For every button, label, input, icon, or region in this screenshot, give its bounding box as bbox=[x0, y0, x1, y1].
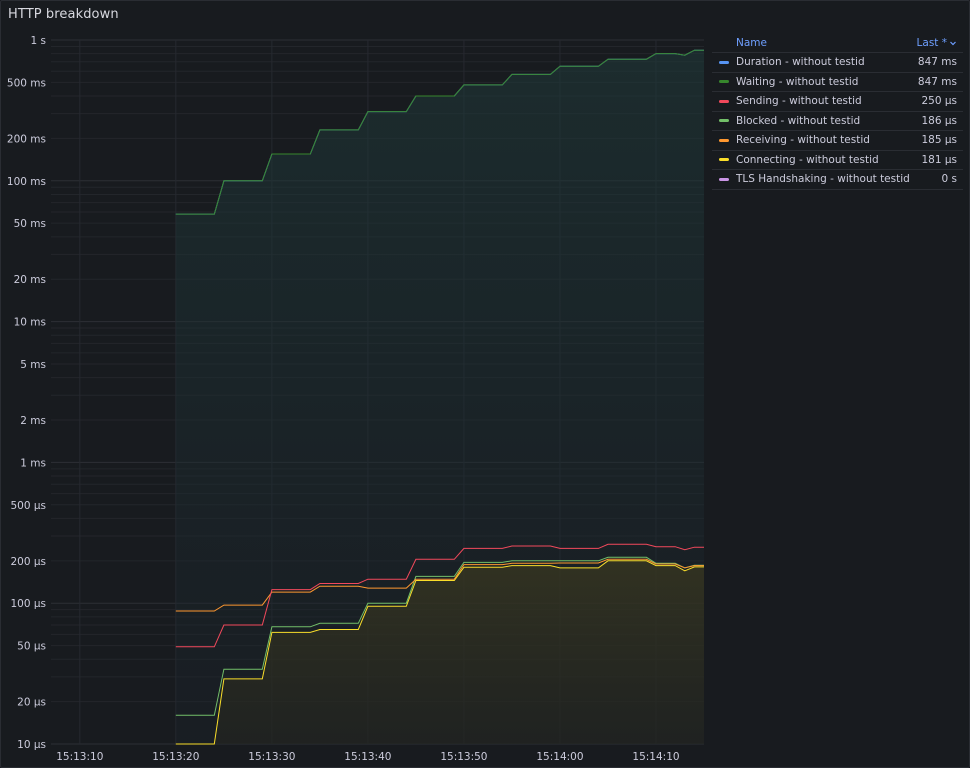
legend-series-last-value: 847 ms bbox=[917, 56, 957, 69]
legend-series-last-value: 250 µs bbox=[921, 95, 957, 108]
legend-rows: Duration - without testid 847 ms Waiting -… bbox=[712, 53, 963, 190]
y-axis: 1 s 500 ms 200 ms 100 ms 50 ms 20 ms 10 ms 5 ms… bbox=[7, 35, 46, 751]
legend-series-last-value: 185 µs bbox=[921, 134, 957, 147]
chevron-down-icon bbox=[950, 41, 956, 45]
legend-last-header: Last * bbox=[916, 36, 947, 49]
legend-item-waiting-without-testid[interactable]: Waiting - without testid 847 ms bbox=[712, 73, 963, 92]
legend-item-blocked-without-testid[interactable]: Blocked - without testid 186 µs bbox=[712, 112, 963, 131]
series-fills bbox=[175, 50, 705, 744]
legend-series-name: Blocked - without testid bbox=[736, 114, 861, 127]
legend-item-sending-without-testid[interactable]: Sending - without testid 250 µs bbox=[712, 92, 963, 112]
legend-item-connecting-without-testid[interactable]: Connecting - without testid 181 µs bbox=[712, 151, 963, 170]
y-tick-label: 1 ms bbox=[20, 457, 46, 469]
y-tick-label: 200 ms bbox=[7, 133, 46, 145]
legend-item-receiving-without-testid[interactable]: Receiving - without testid 185 µs bbox=[712, 131, 963, 151]
x-tick-label: 15:14:10 bbox=[632, 751, 679, 763]
series-lines bbox=[175, 49, 704, 745]
y-tick-label: 20 ms bbox=[14, 274, 46, 286]
receiving-without-testid-line[interactable] bbox=[175, 558, 704, 612]
waiting-without-testid-line[interactable] bbox=[175, 49, 704, 215]
series-color-swatch bbox=[719, 177, 729, 181]
legend-series-last-value: 186 µs bbox=[921, 114, 957, 127]
series-color-swatch bbox=[719, 80, 729, 84]
series-color-swatch bbox=[719, 99, 729, 103]
legend-series-name: Receiving - without testid bbox=[736, 134, 870, 147]
series-color-swatch bbox=[719, 138, 729, 142]
y-tick-label: 10 ms bbox=[14, 317, 46, 329]
legend-series-name: Sending - without testid bbox=[736, 95, 862, 108]
connecting-without-testid-area bbox=[175, 560, 705, 744]
x-tick-label: 15:13:50 bbox=[440, 751, 487, 763]
x-tick-label: 15:14:00 bbox=[536, 751, 583, 763]
y-tick-label: 200 µs bbox=[10, 556, 46, 568]
x-tick-label: 15:13:10 bbox=[56, 751, 103, 763]
legend-name-header[interactable]: Name bbox=[736, 36, 767, 49]
y-tick-label: 500 µs bbox=[10, 500, 46, 512]
connecting-without-testid-line[interactable] bbox=[175, 560, 704, 745]
x-tick-label: 15:13:30 bbox=[248, 751, 295, 763]
x-tick-label: 15:13:20 bbox=[152, 751, 199, 763]
panel-title[interactable]: HTTP breakdown bbox=[8, 7, 119, 22]
legend-item-duration-without-testid[interactable]: Duration - without testid 847 ms bbox=[712, 53, 963, 73]
legend-table: Name Last * Duration - without testid 847… bbox=[712, 33, 963, 190]
legend-series-last-value: 181 µs bbox=[921, 153, 957, 166]
series-color-swatch bbox=[719, 119, 729, 123]
y-tick-label: 50 µs bbox=[17, 641, 46, 653]
y-tick-label: 20 µs bbox=[17, 697, 46, 709]
x-tick-label: 15:13:40 bbox=[344, 751, 391, 763]
legend-series-name: Connecting - without testid bbox=[736, 153, 879, 166]
y-tick-label: 2 ms bbox=[20, 415, 46, 427]
blocked-without-testid-line[interactable] bbox=[175, 556, 704, 716]
series-color-swatch bbox=[719, 60, 729, 64]
time-series-chart[interactable]: 1 s 500 ms 200 ms 100 ms 50 ms 20 ms 10 ms 5 ms… bbox=[1, 1, 711, 767]
y-tick-label: 100 ms bbox=[7, 176, 46, 188]
y-tick-label: 100 µs bbox=[10, 598, 46, 610]
legend-last-header-sort[interactable]: Last * bbox=[917, 37, 957, 49]
y-tick-label: 1 s bbox=[31, 35, 47, 47]
series-color-swatch bbox=[719, 158, 729, 162]
y-tick-label: 5 ms bbox=[20, 359, 46, 371]
legend-series-name: TLS Handshaking - without testid bbox=[736, 173, 910, 186]
legend-series-name: Waiting - without testid bbox=[736, 75, 859, 88]
sending-without-testid-line[interactable] bbox=[175, 543, 704, 648]
legend-series-last-value: 847 ms bbox=[917, 75, 957, 88]
x-axis: 15:13:10 15:13:20 15:13:30 15:13:40 15:13:50… bbox=[56, 751, 679, 763]
legend-series-last-value: 0 s bbox=[941, 173, 958, 186]
legend-item-tls-handshaking-without-testid[interactable]: TLS Handshaking - without testid 0 s bbox=[712, 170, 963, 190]
legend-header: Name Last * bbox=[712, 33, 963, 53]
legend-series-name: Duration - without testid bbox=[736, 56, 865, 69]
y-tick-label: 50 ms bbox=[14, 218, 46, 230]
y-tick-label: 500 ms bbox=[7, 77, 46, 89]
y-tick-label: 10 µs bbox=[17, 739, 46, 751]
